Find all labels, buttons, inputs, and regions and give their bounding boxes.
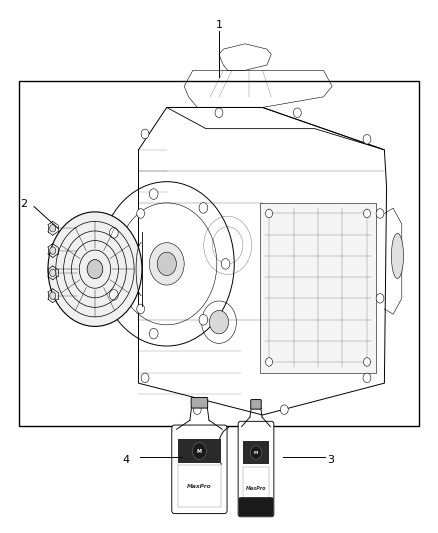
Circle shape: [193, 405, 201, 415]
Bar: [178, 439, 221, 463]
Circle shape: [265, 358, 272, 366]
Text: 1: 1: [215, 20, 223, 30]
Text: 4: 4: [123, 455, 130, 465]
Bar: [19, 81, 419, 425]
Circle shape: [49, 269, 56, 277]
Ellipse shape: [48, 212, 142, 326]
Bar: [178, 465, 221, 507]
Circle shape: [49, 292, 56, 300]
Circle shape: [209, 311, 229, 334]
Circle shape: [149, 243, 184, 285]
Circle shape: [251, 446, 261, 459]
Circle shape: [265, 209, 272, 217]
Circle shape: [221, 259, 230, 269]
Ellipse shape: [391, 233, 403, 278]
Text: 3: 3: [327, 455, 334, 465]
Circle shape: [363, 134, 371, 144]
Text: M: M: [197, 448, 202, 454]
Text: 2: 2: [21, 199, 28, 209]
Bar: [260, 203, 376, 373]
Circle shape: [149, 328, 158, 339]
Circle shape: [364, 358, 371, 366]
Circle shape: [199, 203, 208, 213]
Circle shape: [293, 108, 301, 117]
Circle shape: [87, 260, 103, 279]
Circle shape: [141, 129, 149, 139]
Text: MaxPro: MaxPro: [187, 484, 212, 489]
FancyBboxPatch shape: [191, 398, 208, 408]
Bar: [243, 441, 269, 464]
Text: M: M: [254, 450, 258, 455]
FancyBboxPatch shape: [172, 425, 227, 514]
Bar: [243, 467, 269, 511]
Text: MaxPro: MaxPro: [246, 486, 266, 491]
Circle shape: [376, 209, 384, 218]
FancyBboxPatch shape: [238, 421, 274, 517]
Circle shape: [364, 209, 371, 217]
FancyBboxPatch shape: [239, 497, 273, 516]
Circle shape: [363, 373, 371, 383]
FancyBboxPatch shape: [251, 400, 261, 409]
Circle shape: [280, 405, 288, 415]
Circle shape: [157, 252, 177, 276]
Circle shape: [192, 442, 206, 459]
Circle shape: [110, 289, 118, 300]
Circle shape: [376, 294, 384, 303]
Circle shape: [199, 314, 208, 325]
Circle shape: [215, 108, 223, 117]
Circle shape: [137, 304, 145, 314]
Circle shape: [137, 209, 145, 218]
Circle shape: [49, 224, 56, 232]
Circle shape: [110, 228, 118, 238]
Circle shape: [141, 373, 149, 383]
Circle shape: [149, 189, 158, 199]
Circle shape: [49, 247, 56, 254]
